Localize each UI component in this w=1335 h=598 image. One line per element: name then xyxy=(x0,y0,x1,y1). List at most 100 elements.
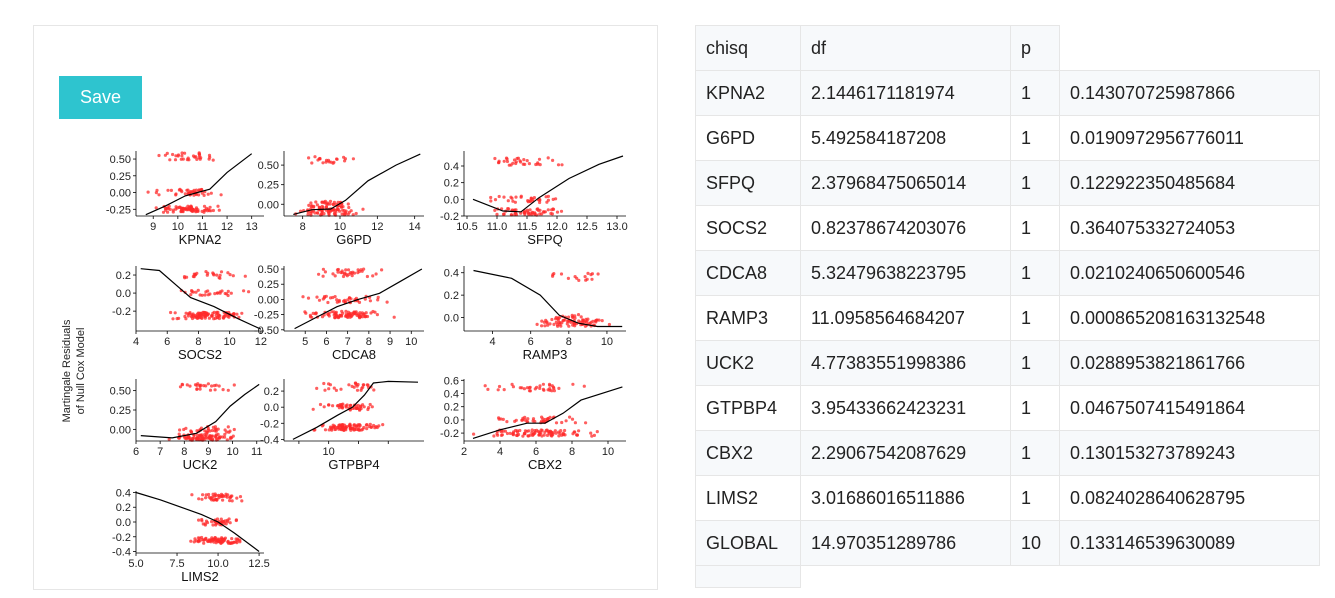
cell-df: 1 xyxy=(1010,430,1060,476)
data-point xyxy=(564,419,568,423)
data-point xyxy=(184,426,188,430)
cell-df: 1 xyxy=(1010,205,1060,251)
data-point xyxy=(366,383,370,387)
data-point xyxy=(198,157,202,161)
data-point xyxy=(570,313,574,317)
data-point xyxy=(546,208,550,212)
y-tick-label: 0.00 xyxy=(110,188,131,200)
data-point xyxy=(206,192,210,196)
data-point xyxy=(301,295,305,299)
cell-df: 1 xyxy=(1010,295,1060,341)
cell-df: 1 xyxy=(1010,385,1060,431)
save-button[interactable]: Save xyxy=(59,76,142,119)
data-point xyxy=(350,384,354,388)
data-point xyxy=(531,197,535,201)
data-point xyxy=(550,384,554,388)
data-point xyxy=(365,423,369,427)
data-point xyxy=(310,161,314,165)
y-tick-label: 0.00 xyxy=(258,294,279,306)
data-point xyxy=(183,192,187,196)
data-point xyxy=(332,386,336,390)
data-point xyxy=(202,538,206,542)
x-tick-label: 10 xyxy=(224,336,236,348)
data-point xyxy=(242,289,246,293)
data-point xyxy=(197,152,201,156)
data-point xyxy=(343,271,347,275)
data-point xyxy=(346,202,350,206)
data-point xyxy=(334,310,338,314)
data-point xyxy=(201,493,205,497)
data-point xyxy=(502,212,506,216)
y-tick-label: 0.0 xyxy=(444,313,459,325)
data-point xyxy=(332,211,337,215)
data-point xyxy=(191,436,195,441)
y-tick-label: 0.4 xyxy=(444,161,459,173)
data-point xyxy=(195,157,199,161)
data-point xyxy=(537,157,542,161)
data-point xyxy=(317,205,322,209)
x-tick-label: 9 xyxy=(150,221,156,233)
data-point xyxy=(197,497,201,501)
data-point xyxy=(496,388,500,392)
data-point xyxy=(591,319,595,323)
data-point xyxy=(553,429,557,433)
x-tick-label: 10 xyxy=(226,446,238,458)
data-point xyxy=(164,208,168,212)
data-point xyxy=(511,385,515,389)
data-point xyxy=(552,389,557,393)
filler-empty xyxy=(1060,566,1320,588)
y-tick-label: -0.2 xyxy=(440,428,459,440)
x-tick-label: 7 xyxy=(157,446,163,458)
data-point xyxy=(217,436,221,440)
data-point xyxy=(376,298,380,302)
data-point xyxy=(489,195,493,200)
data-point xyxy=(335,207,340,211)
data-point xyxy=(183,207,187,211)
data-point xyxy=(531,417,536,421)
data-point xyxy=(581,318,585,322)
x-tick-label: 11 xyxy=(251,446,262,458)
data-point xyxy=(571,432,575,436)
data-point xyxy=(226,425,230,429)
data-point xyxy=(339,387,343,391)
panel-cbx2: 0.6 0.40.20.0-0.22 4 6 8 10 CBX2 xyxy=(440,375,626,472)
data-point xyxy=(528,208,532,212)
data-point xyxy=(508,431,512,435)
data-point xyxy=(327,387,331,391)
data-point xyxy=(358,408,362,412)
data-point xyxy=(346,268,351,272)
data-point xyxy=(515,429,519,433)
panel-sfpq: 0.4 0.2 0.0 -0.210.5 11.0 11.5 12.0 12.5 13.0 SFP… xyxy=(440,151,628,247)
data-point xyxy=(319,212,324,216)
data-point xyxy=(513,213,517,217)
data-point xyxy=(357,314,361,318)
data-point xyxy=(216,204,220,208)
data-point xyxy=(200,187,204,192)
data-point xyxy=(352,271,357,275)
data-point xyxy=(216,291,220,295)
x-axis-label: SFPQ xyxy=(527,232,562,247)
cell-p: 0.364075332724053 xyxy=(1059,205,1320,251)
filler-empty xyxy=(801,566,1011,588)
data-point xyxy=(222,316,226,320)
y-tick-label: -0.4 xyxy=(112,547,131,559)
data-point xyxy=(192,315,197,319)
data-point xyxy=(342,155,346,159)
panel-socs2: 0.2 0.0 -0.2 4 6 8 10 12 SOCS2 xyxy=(112,266,267,362)
y-tick-label: 0.2 xyxy=(116,502,131,514)
data-point xyxy=(519,211,523,215)
data-point xyxy=(219,492,224,496)
y-tick-label: -0.2 xyxy=(112,532,131,544)
data-point xyxy=(221,498,225,502)
data-point xyxy=(502,195,506,199)
data-point xyxy=(169,188,173,192)
data-point xyxy=(551,158,555,162)
y-tick-label: 0.0 xyxy=(116,517,131,529)
cell-p: 0.0210240650600546 xyxy=(1059,250,1320,296)
data-point xyxy=(197,518,201,522)
data-point xyxy=(214,523,218,527)
data-point xyxy=(589,431,593,435)
data-point xyxy=(204,496,208,500)
cell-name: LIMS2 xyxy=(695,475,801,521)
data-point xyxy=(240,311,244,315)
